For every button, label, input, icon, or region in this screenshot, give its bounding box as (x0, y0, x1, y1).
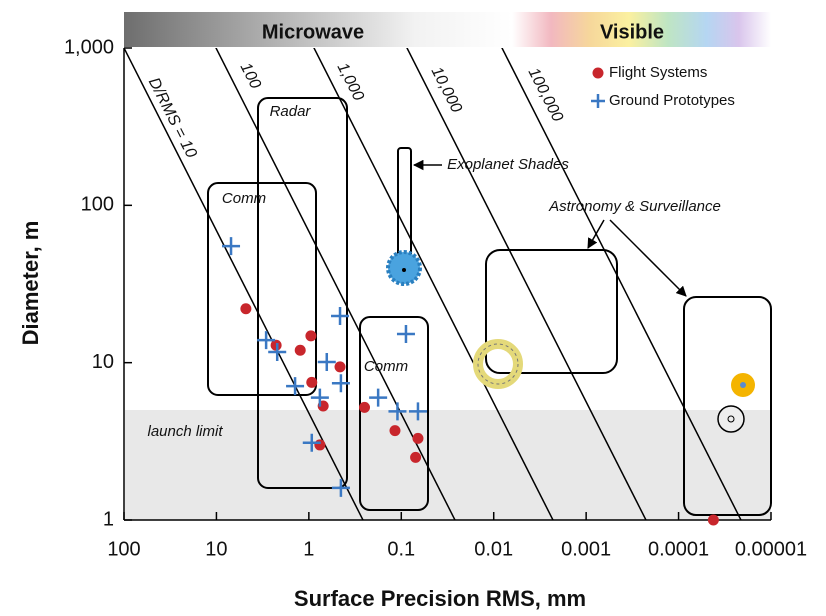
ratio-label: 100,000 (525, 65, 566, 124)
mirror-icon (717, 373, 755, 433)
point (314, 439, 326, 451)
point (305, 330, 317, 342)
ratio-line (406, 48, 647, 520)
y-axis-title: Diameter, m (18, 221, 43, 346)
x-axis-title: Surface Precision RMS, mm (294, 586, 586, 611)
region-box (207, 182, 317, 396)
point (334, 361, 346, 373)
point (707, 514, 719, 526)
point (306, 376, 318, 388)
point (331, 374, 350, 393)
point (408, 402, 427, 421)
point (240, 303, 252, 315)
point (317, 352, 336, 371)
point (331, 478, 350, 497)
point (310, 388, 329, 407)
x-tick-label: 0.1 (387, 538, 415, 560)
ratio-line (215, 48, 456, 520)
x-tick-label: 10 (205, 538, 227, 560)
y-tick-label: 100 (81, 194, 114, 216)
arrow (587, 219, 605, 249)
point (369, 388, 388, 407)
band-label: Microwave (262, 21, 364, 43)
legend-label: Ground Prototypes (609, 92, 735, 109)
annotation: Comm (364, 358, 408, 375)
x-tick-label: 0.00001 (735, 538, 807, 560)
point (359, 401, 371, 413)
annotation: launch limit (147, 423, 223, 440)
annotation: Astronomy & Surveillance (548, 198, 721, 215)
y-tick-label: 10 (92, 351, 114, 373)
point (294, 344, 306, 356)
x-tick-label: 0.01 (474, 538, 513, 560)
point (286, 377, 305, 396)
point (396, 325, 415, 344)
band-label: Visible (600, 21, 664, 43)
legend-marker (592, 67, 604, 79)
ratio-line (313, 48, 554, 520)
point (331, 306, 350, 325)
ratio-line (501, 48, 742, 520)
annotation: Exoplanet Shades (447, 156, 569, 173)
point (412, 432, 424, 444)
x-tick-label: 100 (107, 538, 140, 560)
region-box (257, 97, 348, 489)
ratio-label: 10,000 (428, 64, 465, 115)
legend-marker (591, 94, 605, 108)
arrow (609, 219, 687, 297)
region-box (359, 316, 429, 511)
x-tick-label: 0.001 (561, 538, 611, 560)
point (268, 342, 287, 361)
point (257, 331, 276, 350)
starshade-icon (386, 250, 422, 286)
x-tick-label: 0.0001 (648, 538, 709, 560)
ratio-label: D/RMS = 10 (145, 75, 200, 161)
launch-limit-region (125, 410, 771, 520)
ring-icon (473, 339, 523, 389)
region-box (485, 249, 618, 374)
x-tick-label: 1 (303, 538, 314, 560)
point (410, 451, 422, 463)
point (302, 433, 321, 452)
y-tick-label: 1 (103, 508, 114, 530)
point (389, 425, 401, 437)
point (388, 402, 407, 421)
annotation: Radar (270, 103, 312, 120)
legend-label: Flight Systems (609, 64, 707, 81)
ratio-label: 100 (237, 60, 264, 92)
region-box (683, 296, 772, 516)
point (222, 237, 241, 256)
y-tick-label: 1,000 (64, 36, 114, 58)
spectrum-band (124, 12, 771, 47)
annotation: Comm (222, 190, 266, 207)
